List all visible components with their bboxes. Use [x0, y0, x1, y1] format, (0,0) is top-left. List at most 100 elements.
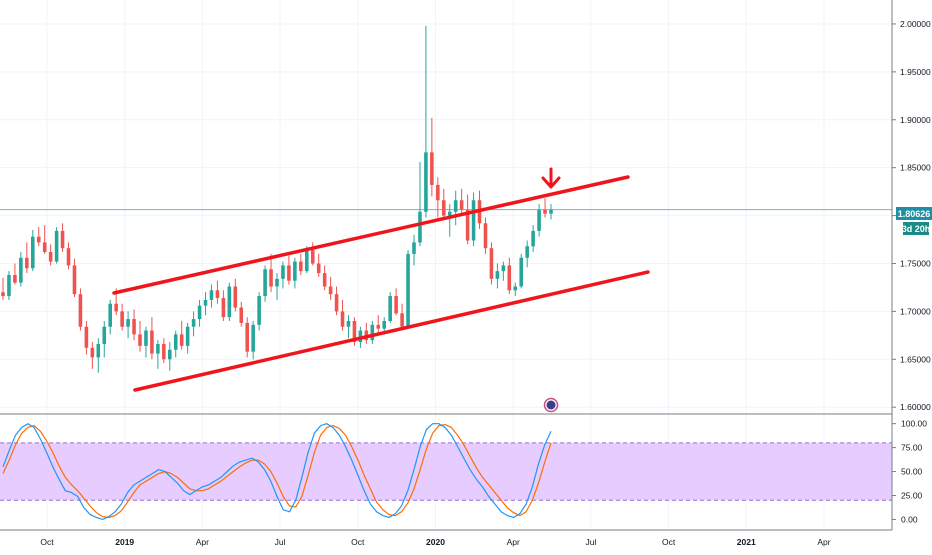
time-tick-label: Jul — [275, 537, 286, 547]
candle-body — [513, 286, 518, 291]
candle-body — [197, 305, 202, 320]
down-arrow[interactable] — [541, 167, 561, 189]
candle — [227, 282, 232, 321]
candle — [483, 217, 488, 254]
candle-body — [483, 223, 488, 249]
last-price-label: 1.80626 — [898, 209, 931, 219]
candle-body — [108, 303, 113, 327]
time-tick-label: Oct — [40, 537, 54, 547]
candle — [162, 338, 166, 364]
candle — [495, 263, 500, 289]
candle — [299, 253, 303, 275]
candle — [316, 253, 321, 277]
candle — [90, 342, 95, 369]
candle-body — [447, 211, 452, 216]
candle-body — [328, 286, 333, 295]
candle — [459, 188, 464, 216]
candle-body — [78, 294, 83, 327]
candle-body — [84, 326, 89, 348]
candle — [138, 320, 142, 352]
candle — [406, 250, 410, 329]
candle — [322, 265, 327, 291]
candle-body — [263, 269, 267, 297]
candle-body — [441, 200, 446, 216]
candle-body — [310, 250, 315, 264]
candle — [156, 340, 160, 369]
candle-body — [287, 265, 291, 281]
candle — [436, 177, 440, 218]
candle — [412, 234, 416, 266]
candle-body — [525, 246, 529, 258]
candle-body — [251, 324, 255, 352]
candle — [30, 229, 35, 272]
candle-body — [430, 152, 434, 185]
candle-body — [453, 200, 458, 212]
candle — [215, 280, 220, 304]
channel-upper-line[interactable] — [112, 175, 630, 295]
candle — [275, 273, 279, 300]
candle — [126, 311, 130, 339]
price-tick-label: 1.85000 — [900, 163, 931, 173]
candle — [543, 198, 547, 218]
candle — [471, 192, 476, 247]
price-tick-label: 1.70000 — [900, 306, 931, 316]
candle — [328, 276, 333, 300]
candle-body — [382, 320, 387, 329]
price-tick-label: 1.65000 — [900, 354, 931, 364]
candle-body — [275, 278, 279, 287]
candle — [84, 320, 89, 355]
candle-body — [507, 265, 512, 291]
candle-body — [120, 311, 124, 327]
candle — [96, 338, 101, 373]
candle-body — [501, 265, 506, 272]
candle-body — [42, 242, 47, 252]
candle — [150, 317, 154, 360]
candle-body — [36, 236, 41, 243]
candle — [394, 288, 398, 316]
candle — [251, 320, 255, 360]
candle-body — [30, 236, 35, 269]
candle — [197, 299, 202, 327]
candle-body — [54, 230, 59, 262]
candle — [263, 265, 267, 302]
candle — [310, 242, 315, 266]
candle-body — [138, 334, 142, 346]
candle-body — [239, 307, 244, 323]
candle — [340, 299, 345, 331]
time-tick-label: Oct — [662, 537, 676, 547]
candle — [465, 194, 470, 245]
candle-body — [144, 330, 148, 346]
price-tick-label: 1.90000 — [900, 115, 931, 125]
candle-body — [173, 334, 178, 350]
candle — [489, 242, 494, 285]
candle-body — [269, 269, 273, 287]
candle-body — [531, 230, 535, 247]
candle-body — [459, 200, 464, 210]
candle-body — [465, 209, 470, 241]
candle-body — [1, 292, 5, 297]
candle — [453, 190, 458, 226]
time-tick-label: Oct — [351, 537, 365, 547]
channel-lower-line[interactable] — [133, 270, 650, 392]
candle-body — [436, 184, 440, 201]
candle-body — [376, 324, 381, 329]
candle-body — [322, 273, 327, 287]
time-tick-label: 2019 — [115, 537, 134, 547]
candle — [447, 204, 452, 237]
candle — [418, 161, 422, 247]
stochastic-k-line — [2, 422, 552, 521]
time-tick-label: Jul — [585, 537, 596, 547]
candle-body — [126, 319, 130, 327]
stochastic-band — [0, 442, 892, 501]
candle — [501, 261, 506, 281]
time-tick-label: Apr — [817, 537, 830, 547]
candle-body — [48, 251, 53, 262]
candle-body — [221, 297, 226, 318]
time-axis: Oct 2019 Apr Jul Oct 2020 Apr Jul Oct 2021 Apr — [40, 537, 830, 547]
event-marker[interactable] — [543, 397, 559, 413]
candle — [519, 253, 524, 289]
candle-body — [495, 271, 500, 279]
candle-body — [215, 290, 220, 298]
